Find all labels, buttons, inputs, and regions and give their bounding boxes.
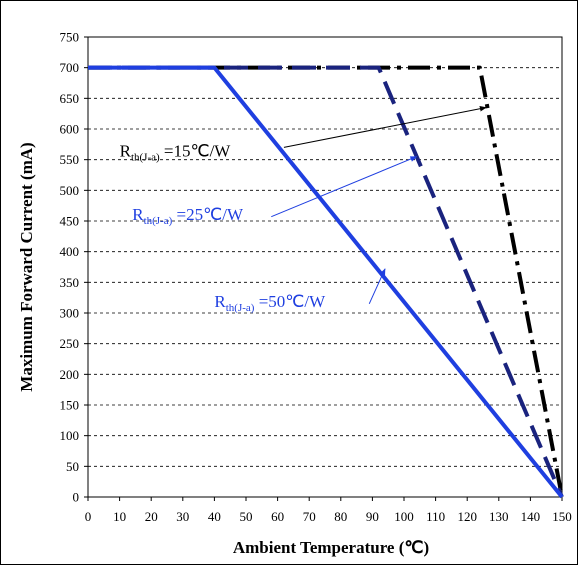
x-tick-label-9: 90 bbox=[366, 509, 379, 524]
y-tick-label-9: 450 bbox=[60, 214, 80, 229]
x-tick-label-6: 60 bbox=[271, 509, 284, 524]
annotation-arrow-0 bbox=[283, 106, 487, 148]
x-tick-label-7: 70 bbox=[303, 509, 316, 524]
y-tick-label-10: 500 bbox=[60, 183, 80, 198]
annotation-label-2: Rth(J-a) =50℃/W bbox=[214, 292, 326, 314]
y-tick-label-4: 200 bbox=[60, 367, 80, 382]
annotation-arrow-2 bbox=[368, 268, 386, 305]
x-tick-label-15: 150 bbox=[552, 509, 572, 524]
x-tick-label-14: 140 bbox=[521, 509, 541, 524]
x-axis-title: Ambient Temperature (℃) bbox=[233, 538, 429, 557]
y-tick-label-2: 100 bbox=[60, 428, 80, 443]
x-tick-label-4: 40 bbox=[208, 509, 221, 524]
y-tick-label-7: 350 bbox=[60, 275, 80, 290]
y-tick-label-6: 300 bbox=[60, 306, 80, 321]
series-line-2 bbox=[88, 65, 564, 499]
y-tick-label-1: 50 bbox=[66, 459, 79, 474]
x-tick-label-13: 130 bbox=[489, 509, 509, 524]
plot-area bbox=[87, 36, 563, 498]
y-tick-label-15: 750 bbox=[60, 30, 80, 45]
x-tick-label-2: 20 bbox=[145, 509, 158, 524]
series-lines bbox=[88, 65, 564, 499]
x-tick-label-11: 110 bbox=[426, 509, 445, 524]
annotation-label-1: Rth(J-a) =25℃/W bbox=[132, 205, 244, 227]
annotation-label-0: Rth(J-a) =15℃/W bbox=[120, 142, 232, 164]
series-annotations: Rth(J-a) =15℃/W Rth(J-a) =25℃/W Rth(J-a) =… bbox=[120, 106, 487, 314]
gridlines bbox=[88, 67, 562, 467]
y-tick-label-14: 700 bbox=[60, 60, 80, 75]
y-axis-title: Maximum Forward Current (mA) bbox=[17, 142, 36, 391]
x-tick-label-1: 10 bbox=[113, 509, 126, 524]
series-line-1 bbox=[88, 65, 564, 498]
x-tick-label-8: 80 bbox=[334, 509, 347, 524]
y-tick-label-13: 650 bbox=[60, 91, 80, 106]
y-axis-ticks: 0 50 100 150 200 250 300 350 400 450 500 550 600 650 7… bbox=[60, 30, 88, 505]
x-tick-label-12: 120 bbox=[457, 509, 477, 524]
y-tick-label-3: 150 bbox=[60, 398, 80, 413]
y-tick-label-11: 550 bbox=[60, 152, 80, 167]
x-tick-label-3: 30 bbox=[176, 509, 189, 524]
annotation-arrow-1 bbox=[271, 156, 418, 218]
x-axis-ticks: 0 10 20 30 40 50 60 70 80 90 100 110 120 130 140 150 bbox=[85, 497, 572, 524]
x-tick-label-10: 100 bbox=[394, 509, 414, 524]
y-tick-label-12: 600 bbox=[60, 122, 80, 137]
y-tick-label-5: 250 bbox=[60, 336, 80, 351]
series-line-0 bbox=[88, 65, 564, 498]
x-tick-label-5: 50 bbox=[240, 509, 253, 524]
x-tick-label-0: 0 bbox=[85, 509, 92, 524]
y-tick-label-8: 400 bbox=[60, 244, 80, 259]
y-tick-label-0: 0 bbox=[73, 490, 80, 505]
